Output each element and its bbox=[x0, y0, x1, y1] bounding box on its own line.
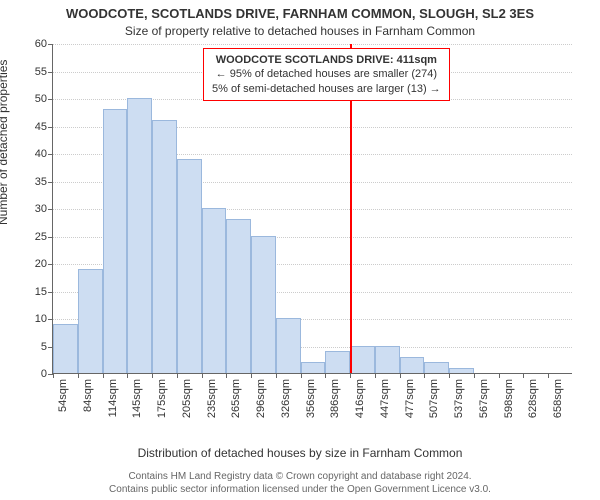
x-tick-label: 265sqm bbox=[230, 379, 242, 418]
y-tick-label: 35 bbox=[23, 176, 47, 188]
x-tick-mark bbox=[499, 373, 500, 378]
x-tick-label: 386sqm bbox=[329, 379, 341, 418]
histogram-bar bbox=[449, 368, 474, 374]
y-tick-label: 15 bbox=[23, 286, 47, 298]
x-tick-mark bbox=[375, 373, 376, 378]
x-tick-label: 507sqm bbox=[428, 379, 440, 418]
x-tick-mark bbox=[177, 373, 178, 378]
y-tick-mark bbox=[48, 209, 53, 210]
histogram-bar bbox=[127, 98, 152, 373]
histogram-bar bbox=[202, 208, 227, 373]
footer-attribution: Contains HM Land Registry data © Crown c… bbox=[0, 470, 600, 496]
gridline bbox=[53, 44, 572, 45]
y-tick-label: 40 bbox=[23, 148, 47, 160]
x-axis-label: Distribution of detached houses by size … bbox=[0, 446, 600, 460]
histogram-bar bbox=[350, 346, 375, 374]
y-tick-label: 45 bbox=[23, 121, 47, 133]
x-tick-mark bbox=[449, 373, 450, 378]
x-tick-label: 477sqm bbox=[404, 379, 416, 418]
histogram-bar bbox=[177, 159, 202, 374]
histogram-bar bbox=[226, 219, 251, 373]
histogram-bar bbox=[301, 362, 326, 373]
x-tick-label: 84sqm bbox=[82, 379, 94, 412]
x-tick-mark bbox=[152, 373, 153, 378]
plot-area: 05101520253035404550556054sqm84sqm114sqm… bbox=[52, 44, 572, 374]
x-tick-mark bbox=[325, 373, 326, 378]
x-tick-mark bbox=[400, 373, 401, 378]
x-tick-label: 447sqm bbox=[379, 379, 391, 418]
x-tick-label: 598sqm bbox=[503, 379, 515, 418]
x-tick-label: 326sqm bbox=[280, 379, 292, 418]
histogram-bar bbox=[424, 362, 449, 373]
y-tick-mark bbox=[48, 44, 53, 45]
x-tick-mark bbox=[350, 373, 351, 378]
y-tick-label: 50 bbox=[23, 93, 47, 105]
x-tick-mark bbox=[78, 373, 79, 378]
x-tick-mark bbox=[474, 373, 475, 378]
y-tick-mark bbox=[48, 319, 53, 320]
x-tick-mark bbox=[53, 373, 54, 378]
histogram-bar bbox=[375, 346, 400, 374]
x-tick-label: 296sqm bbox=[255, 379, 267, 418]
x-tick-label: 175sqm bbox=[156, 379, 168, 418]
y-tick-mark bbox=[48, 72, 53, 73]
x-tick-mark bbox=[226, 373, 227, 378]
histogram-bar bbox=[103, 109, 128, 373]
y-tick-label: 55 bbox=[23, 66, 47, 78]
chart-title-main: WOODCOTE, SCOTLANDS DRIVE, FARNHAM COMMO… bbox=[0, 6, 600, 21]
footer-line-2: Contains public sector information licen… bbox=[0, 483, 600, 496]
x-tick-mark bbox=[424, 373, 425, 378]
histogram-bar bbox=[78, 269, 103, 374]
x-tick-label: 356sqm bbox=[305, 379, 317, 418]
chart-title-sub: Size of property relative to detached ho… bbox=[0, 24, 600, 38]
x-tick-mark bbox=[127, 373, 128, 378]
footer-line-1: Contains HM Land Registry data © Crown c… bbox=[0, 470, 600, 483]
x-tick-label: 537sqm bbox=[453, 379, 465, 418]
x-tick-label: 628sqm bbox=[527, 379, 539, 418]
y-tick-mark bbox=[48, 292, 53, 293]
y-tick-mark bbox=[48, 237, 53, 238]
x-tick-label: 416sqm bbox=[354, 379, 366, 418]
y-tick-label: 30 bbox=[23, 203, 47, 215]
y-tick-mark bbox=[48, 264, 53, 265]
histogram-bar bbox=[53, 324, 78, 374]
y-tick-label: 5 bbox=[23, 341, 47, 353]
histogram-bar bbox=[152, 120, 177, 373]
y-axis-label: Number of detached properties bbox=[0, 60, 10, 225]
y-tick-label: 0 bbox=[23, 368, 47, 380]
x-tick-mark bbox=[523, 373, 524, 378]
x-tick-label: 114sqm bbox=[107, 379, 119, 417]
x-tick-mark bbox=[301, 373, 302, 378]
y-tick-label: 10 bbox=[23, 313, 47, 325]
x-tick-label: 54sqm bbox=[57, 379, 69, 412]
annotation-line-3: 5% of semi-detached houses are larger (1… bbox=[212, 82, 441, 96]
x-tick-label: 567sqm bbox=[478, 379, 490, 418]
annotation-box: WOODCOTE SCOTLANDS DRIVE: 411sqm← 95% of… bbox=[203, 48, 450, 101]
histogram-bar bbox=[325, 351, 350, 373]
y-tick-mark bbox=[48, 127, 53, 128]
y-tick-label: 20 bbox=[23, 258, 47, 270]
histogram-bar bbox=[276, 318, 301, 373]
annotation-line-2: ← 95% of detached houses are smaller (27… bbox=[212, 67, 441, 81]
x-tick-label: 145sqm bbox=[131, 379, 143, 418]
x-tick-label: 235sqm bbox=[206, 379, 218, 418]
x-tick-label: 205sqm bbox=[181, 379, 193, 418]
histogram-bar bbox=[251, 236, 276, 374]
y-tick-label: 60 bbox=[23, 38, 47, 50]
y-tick-label: 25 bbox=[23, 231, 47, 243]
annotation-line-1: WOODCOTE SCOTLANDS DRIVE: 411sqm bbox=[212, 53, 441, 67]
x-tick-label: 658sqm bbox=[552, 379, 564, 418]
x-tick-mark bbox=[251, 373, 252, 378]
x-tick-mark bbox=[103, 373, 104, 378]
x-tick-mark bbox=[548, 373, 549, 378]
y-tick-mark bbox=[48, 154, 53, 155]
x-tick-mark bbox=[202, 373, 203, 378]
x-tick-mark bbox=[276, 373, 277, 378]
y-tick-mark bbox=[48, 99, 53, 100]
histogram-bar bbox=[400, 357, 425, 374]
y-tick-mark bbox=[48, 182, 53, 183]
